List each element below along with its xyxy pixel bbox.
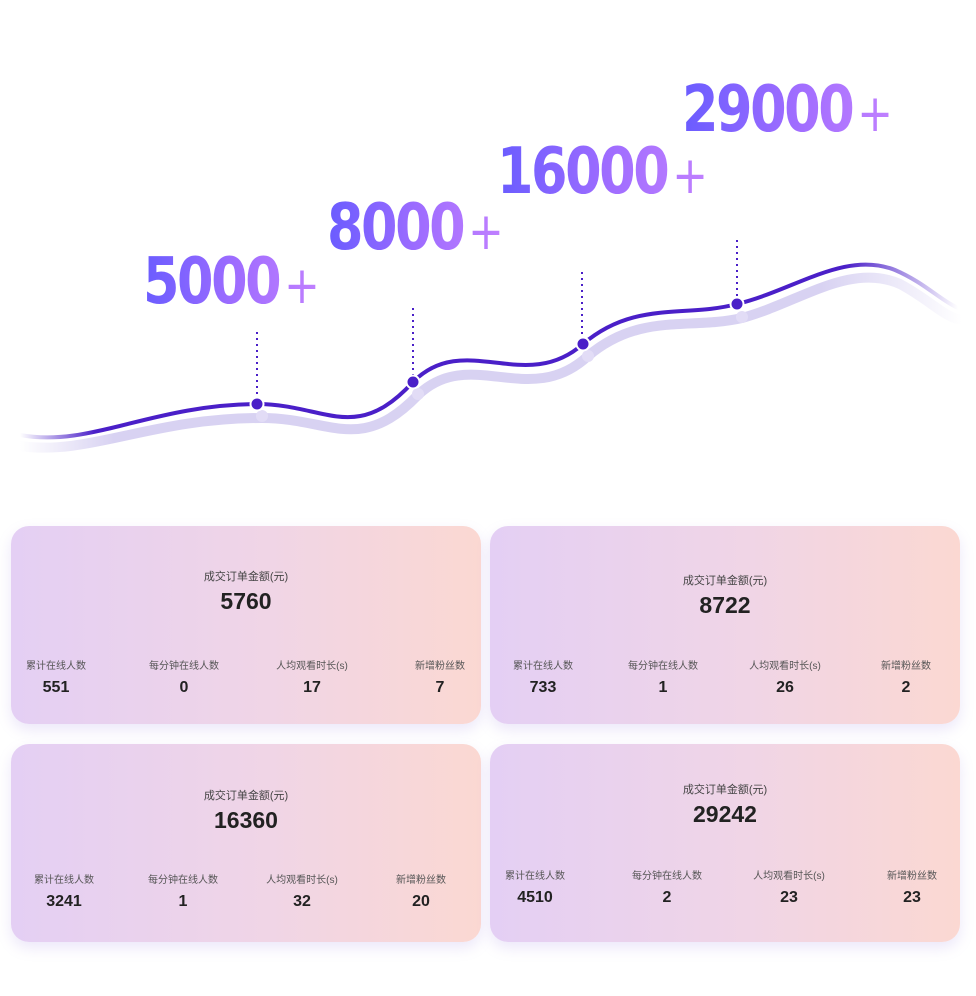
growth-curve-chart	[15, 240, 967, 453]
marker-shadow-4	[736, 311, 748, 323]
stat-value: 551	[42, 679, 70, 696]
stat-value: 733	[529, 679, 557, 696]
stat-label: 新增粉丝数	[415, 661, 465, 672]
milestone-1: 5000+	[143, 250, 317, 314]
milestone-plus: +	[672, 146, 706, 206]
card-title: 成交订单金额(元)	[682, 784, 768, 796]
stat-value: 32	[293, 893, 311, 910]
order-amount: 5760	[220, 588, 272, 614]
milestone-plus: +	[284, 256, 318, 316]
stat-label: 累计在线人数	[26, 661, 86, 672]
stats-card-1: 成交订单金额(元) 5760 累计在线人数 551 每分钟在线人数 0 人均观看…	[11, 526, 481, 724]
stats-card-4: 成交订单金额(元) 29242 累计在线人数 4510 每分钟在线人数 2 人均…	[490, 744, 960, 942]
stat-label: 新增粉丝数	[887, 871, 937, 882]
milestone-number: 5000	[143, 245, 280, 319]
stat-avg-watch-time: 人均观看时长(s) 23	[734, 867, 844, 907]
stat-new-followers: 新增粉丝数 7	[385, 657, 495, 697]
card-title: 成交订单金额(元)	[203, 790, 289, 802]
marker-dot-4	[729, 296, 745, 312]
marker-shadow-2	[412, 388, 424, 400]
stat-new-followers: 新增粉丝数 23	[857, 867, 967, 907]
order-amount: 16360	[214, 807, 278, 833]
curve-line	[18, 262, 960, 440]
card-title: 成交订单金额(元)	[203, 571, 289, 583]
stats-card-2: 成交订单金额(元) 8722 累计在线人数 733 每分钟在线人数 1 人均观看…	[490, 526, 960, 724]
stat-total-online: 累计在线人数 733	[488, 657, 598, 697]
stats-card-3: 成交订单金额(元) 16360 累计在线人数 3241 每分钟在线人数 1 人均…	[11, 744, 481, 942]
marker-dot-1	[249, 396, 265, 412]
stat-value: 0	[179, 679, 189, 696]
stat-new-followers: 新增粉丝数 2	[851, 657, 961, 697]
marker-dot-3	[575, 336, 591, 352]
stat-new-followers: 新增粉丝数 20	[366, 871, 476, 911]
card-title: 成交订单金额(元)	[682, 575, 768, 587]
stat-label: 新增粉丝数	[881, 661, 931, 672]
stat-label: 人均观看时长(s)	[753, 871, 825, 882]
stat-value: 26	[776, 679, 794, 696]
milestone-plus: +	[857, 84, 891, 144]
curve-shadow	[15, 272, 967, 453]
stat-online-per-minute: 每分钟在线人数 1	[608, 657, 718, 697]
marker-shadow-3	[582, 350, 594, 362]
stat-total-online: 累计在线人数 4510	[480, 867, 590, 907]
stat-label: 每分钟在线人数	[632, 871, 702, 882]
milestone-number: 29000	[682, 73, 853, 147]
stat-total-online: 累计在线人数 3241	[9, 871, 119, 911]
stat-value: 23	[780, 889, 798, 906]
stat-value: 2	[901, 679, 911, 696]
stat-label: 人均观看时长(s)	[276, 661, 348, 672]
stat-label: 新增粉丝数	[396, 875, 446, 886]
stat-label: 累计在线人数	[505, 871, 565, 882]
stat-label: 人均观看时长(s)	[266, 875, 338, 886]
stat-avg-watch-time: 人均观看时长(s) 26	[730, 657, 840, 697]
stat-label: 每分钟在线人数	[148, 875, 218, 886]
stat-value: 3241	[46, 893, 82, 910]
stat-value: 4510	[517, 889, 553, 906]
order-amount: 29242	[693, 801, 757, 827]
stat-avg-watch-time: 人均观看时长(s) 17	[257, 657, 367, 697]
stat-online-per-minute: 每分钟在线人数 2	[612, 867, 722, 907]
stat-total-online: 累计在线人数 551	[1, 657, 111, 697]
stat-label: 累计在线人数	[513, 661, 573, 672]
milestone-number: 16000	[497, 135, 668, 209]
milestone-plus: +	[468, 202, 502, 262]
stat-value: 1	[658, 679, 668, 696]
stat-online-per-minute: 每分钟在线人数 1	[128, 871, 238, 911]
stat-label: 人均观看时长(s)	[749, 661, 821, 672]
stat-value: 2	[662, 889, 672, 906]
stat-value: 17	[303, 679, 321, 696]
milestone-2: 8000+	[327, 196, 501, 260]
milestone-3: 16000+	[497, 140, 705, 204]
stat-label: 每分钟在线人数	[628, 661, 698, 672]
stat-online-per-minute: 每分钟在线人数 0	[129, 657, 239, 697]
stat-label: 每分钟在线人数	[149, 661, 219, 672]
stat-value: 23	[903, 889, 921, 906]
milestone-number: 8000	[327, 191, 464, 265]
stat-avg-watch-time: 人均观看时长(s) 32	[247, 871, 357, 911]
stat-value: 7	[435, 679, 445, 696]
milestone-4: 29000+	[682, 78, 890, 142]
marker-dot-2	[405, 374, 421, 390]
stat-value: 1	[178, 893, 188, 910]
stat-label: 累计在线人数	[34, 875, 94, 886]
marker-shadow-1	[256, 410, 268, 422]
stat-value: 20	[412, 893, 430, 910]
order-amount: 8722	[699, 592, 751, 618]
